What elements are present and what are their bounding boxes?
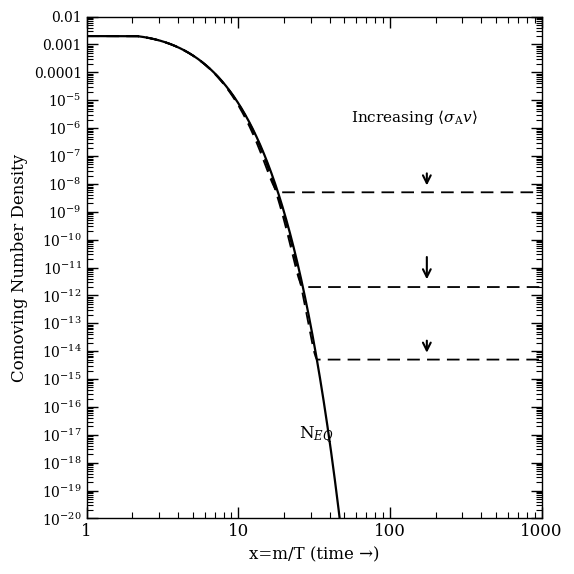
X-axis label: x=m/T (time →): x=m/T (time →) — [249, 546, 379, 563]
Text: N$_{EQ}$: N$_{EQ}$ — [298, 425, 333, 445]
Y-axis label: Comoving Number Density: Comoving Number Density — [11, 153, 28, 382]
Text: Increasing $\langle\sigma_{\rm A}v\rangle$: Increasing $\langle\sigma_{\rm A}v\rangl… — [351, 108, 477, 127]
